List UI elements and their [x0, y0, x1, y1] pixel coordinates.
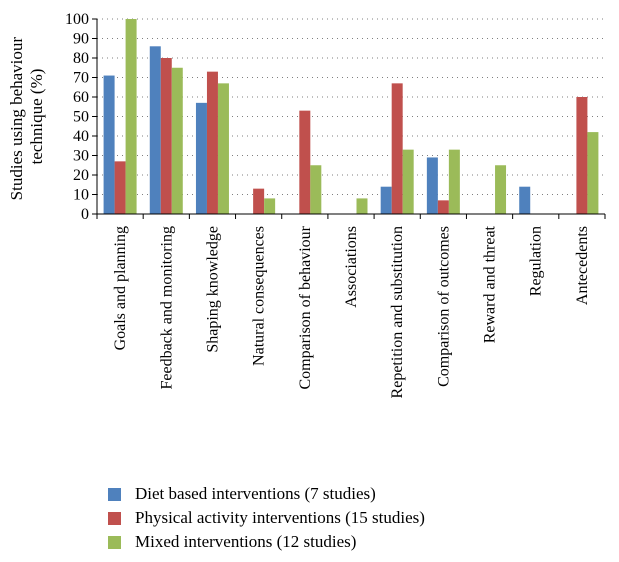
axes — [92, 18, 606, 219]
legend-item-physical-activity: Physical activity interventions (15 stud… — [108, 506, 425, 530]
bar — [171, 67, 183, 214]
bar-chart: 0 10 20 30 40 50 60 70 80 90 100 Goals and plannin… — [7, 11, 606, 398]
bar — [160, 58, 172, 214]
legend: Diet based interventions (7 studies) Phy… — [108, 482, 425, 554]
y-axis-title-line-1: Studies using behaviour — [7, 37, 26, 201]
y-axis-title: Studies using behaviour technique (%) — [7, 33, 46, 201]
x-category-label: Goals and planning — [112, 226, 129, 350]
x-category-label: Regulation — [528, 226, 545, 296]
y-tick-label: 70 — [73, 70, 89, 87]
y-tick-label: 0 — [81, 206, 89, 223]
y-tick-label: 50 — [73, 109, 89, 126]
x-category-label: Reward and threat — [482, 225, 499, 343]
bar — [125, 19, 137, 214]
x-category-labels: Goals and planning Feedback and monitorin… — [112, 225, 591, 398]
y-tick-labels: 0 10 20 30 40 50 60 70 80 90 100 — [65, 11, 89, 223]
legend-item-mixed: Mixed interventions (12 studies) — [108, 530, 425, 554]
bar — [576, 97, 588, 214]
legend-label-diet: Diet based interventions (7 studies) — [135, 484, 376, 503]
bar — [253, 188, 265, 214]
bar — [195, 102, 207, 214]
legend-label-physical-activity: Physical activity interventions (15 stud… — [135, 508, 425, 527]
x-category-label: Comparison of outcomes — [435, 226, 452, 387]
y-tick-label: 90 — [73, 31, 89, 48]
bar — [448, 149, 460, 214]
bar — [426, 157, 438, 214]
bar — [402, 149, 414, 214]
bar — [495, 165, 507, 214]
bar — [519, 186, 531, 214]
bar — [217, 83, 229, 214]
bar — [310, 165, 322, 214]
bar — [356, 198, 368, 214]
y-tick-label: 40 — [73, 128, 89, 145]
bars-group — [103, 19, 599, 215]
x-category-label: Feedback and monitoring — [158, 226, 175, 390]
x-category-label: Associations — [343, 226, 360, 308]
x-category-label: Shaping knowledge — [204, 226, 221, 353]
legend-item-diet: Diet based interventions (7 studies) — [108, 482, 425, 506]
bar — [437, 200, 449, 214]
bar — [149, 46, 161, 214]
bar — [114, 161, 126, 214]
legend-swatch-physical-activity — [108, 511, 121, 525]
bar — [391, 83, 403, 214]
bar — [299, 110, 311, 214]
y-axis-title-line-2: technique (%) — [27, 69, 46, 165]
x-category-label: Antecedents — [574, 226, 591, 305]
legend-swatch-mixed — [108, 535, 121, 549]
bar — [264, 198, 276, 214]
bar — [206, 71, 218, 215]
y-tick-label: 80 — [73, 50, 89, 67]
y-tick-label: 100 — [65, 11, 89, 28]
x-category-label: Repetition and substitution — [389, 226, 406, 398]
y-tick-label: 20 — [73, 167, 89, 184]
y-tick-label: 60 — [73, 89, 89, 106]
x-category-label: Comparison of behaviour — [297, 225, 314, 389]
legend-label-mixed: Mixed interventions (12 studies) — [135, 532, 357, 551]
bar — [380, 186, 392, 214]
bar — [587, 132, 599, 214]
x-category-label: Natural consequences — [251, 226, 268, 366]
y-tick-label: 10 — [73, 187, 89, 204]
legend-swatch-diet — [108, 487, 121, 501]
y-tick-label: 30 — [73, 148, 89, 165]
bar — [103, 75, 115, 214]
